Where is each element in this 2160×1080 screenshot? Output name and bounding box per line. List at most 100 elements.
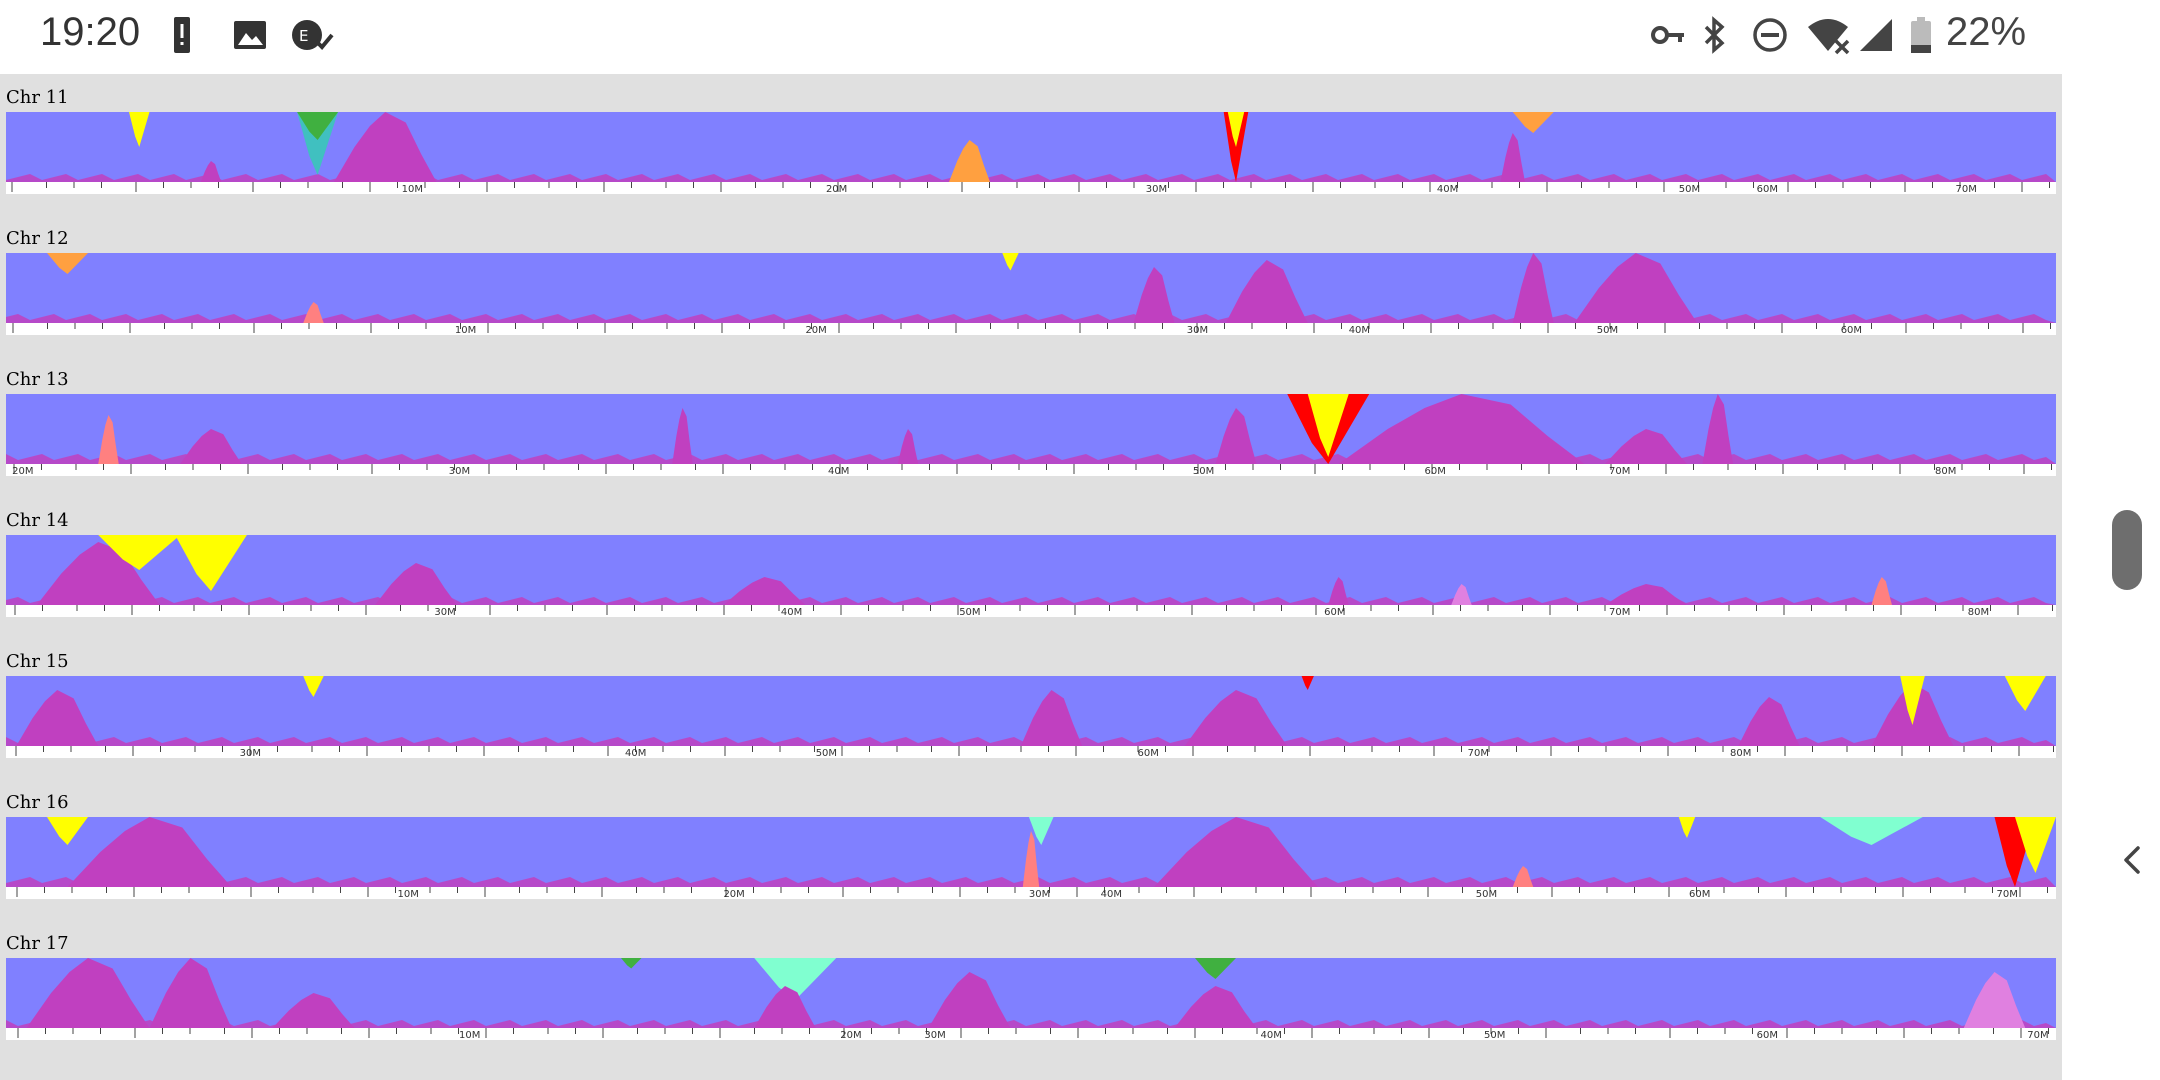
ancestry-segment <box>1195 958 1236 979</box>
axis-tick-label: 20M <box>840 1030 861 1041</box>
chromosome-track[interactable]: 10M 20M 30M 40M 50M 60M <box>6 253 2056 337</box>
axis-tick-label: 40M <box>828 466 849 477</box>
axis-tick-label: 70M <box>2027 1030 2048 1041</box>
axis-tick-label: 20M <box>723 889 744 900</box>
ancestry-segment <box>1215 408 1257 464</box>
ancestry-segment <box>47 253 88 274</box>
ancestry-segment <box>1307 394 1349 457</box>
right-gutter <box>2062 70 2160 1080</box>
axis-tick-label: 10M <box>402 184 423 195</box>
chromosome-track[interactable]: 10M 20M 30M 40M 50M 60M 70M <box>6 958 2056 1042</box>
axis-tick-label: 50M <box>1484 1030 1505 1041</box>
cell-signal-icon <box>1860 19 1892 51</box>
ancestry-segment <box>672 408 693 464</box>
ancestry-segment <box>98 535 181 570</box>
ancestry-segment <box>1702 394 1734 464</box>
chromosome-track[interactable]: 10M 20M 30M 40M 50M 60M 70M <box>6 112 2056 196</box>
vpn-check-icon: E <box>292 20 334 50</box>
ancestry-segment <box>1678 817 1696 838</box>
ancestry-segment <box>1871 577 1892 605</box>
axis-tick-label: 60M <box>1757 1030 1778 1041</box>
axis-tick-label: 60M <box>1757 184 1778 195</box>
axis-tick-label: 30M <box>449 466 470 477</box>
ancestry-segment <box>1738 697 1800 746</box>
ancestry-segment <box>303 676 324 697</box>
axis-tick-label: 70M <box>1997 889 2018 900</box>
axis-tick-label: 50M <box>959 607 980 618</box>
axis-tick-label: 20M <box>805 325 826 336</box>
chromosome-track[interactable]: 10M 20M 30M 40M 50M 60M 70M <box>6 817 2056 901</box>
ancestry-segment <box>2004 676 2046 711</box>
chromosome-label: Chr 11 <box>6 87 69 108</box>
chromosome-axis <box>6 323 2056 335</box>
ancestry-segment <box>36 542 160 605</box>
ancestry-segment <box>1820 817 1923 845</box>
axis-tick-label: 50M <box>816 748 837 759</box>
axis-tick-label: 60M <box>1138 748 1159 759</box>
axis-tick-label: 30M <box>1187 325 1208 336</box>
ancestry-segment <box>200 161 222 182</box>
chromosome-label: Chr 14 <box>6 510 69 531</box>
ancestry-segment <box>928 972 1011 1028</box>
axis-tick-label: 80M <box>1935 466 1956 477</box>
axis-tick-label: 40M <box>781 607 802 618</box>
axis-tick-label: 20M <box>826 184 847 195</box>
ancestry-segment <box>26 958 150 1028</box>
ancestry-segment <box>1174 986 1257 1028</box>
battery-icon <box>1911 17 1931 53</box>
svg-text:E: E <box>299 27 308 45</box>
scrollbar-thumb[interactable] <box>2112 510 2142 590</box>
axis-tick-label: 70M <box>1956 184 1977 195</box>
axis-tick-label: 30M <box>924 1030 945 1041</box>
axis-tick-label: 40M <box>1349 325 1370 336</box>
axis-tick-label: 50M <box>1597 325 1618 336</box>
ancestry-segment <box>1133 267 1175 323</box>
ancestry-segment <box>180 429 242 464</box>
axis-tick-label: 30M <box>434 607 455 618</box>
key-icon <box>1651 26 1684 44</box>
bluetooth-icon <box>1704 16 1725 54</box>
chromosome-track[interactable]: 20M 30M 40M 50M 60M 70M 80M <box>6 394 2056 478</box>
axis-tick-label: 50M <box>1679 184 1700 195</box>
chromosome-painting-view[interactable]: 10M20M30M42M50M60M Chr 1110M20M30M40M50M… <box>0 0 2062 1080</box>
axis-tick-label: 70M <box>1609 607 1630 618</box>
ancestry-segment <box>129 112 150 147</box>
ancestry-segment <box>1328 577 1349 605</box>
ancestry-segment <box>723 577 806 605</box>
ancestry-segment <box>1500 133 1526 182</box>
wifi-off-icon <box>1808 19 1850 55</box>
axis-tick-label: 40M <box>1437 184 1458 195</box>
ancestry-baseline-noise <box>6 737 2056 746</box>
chromosome-label: Chr 16 <box>6 792 69 813</box>
chromosome-axis <box>6 605 2056 617</box>
chromosome-label: Chr 13 <box>6 369 69 390</box>
chromosome-axis <box>6 182 2056 194</box>
ancestry-segment <box>1022 831 1040 887</box>
axis-tick-label: 40M <box>1101 889 1122 900</box>
chromosome-axis <box>6 464 2056 476</box>
chromosome-track[interactable]: 30M 40M 50M 60M 70M 80M <box>6 676 2056 760</box>
axis-tick-label: 80M <box>1968 607 1989 618</box>
ancestry-segment <box>1338 394 1585 464</box>
ancestry-segment <box>897 429 919 464</box>
ancestry-segment <box>1227 112 1245 147</box>
ancestry-baseline-noise <box>6 174 2056 182</box>
chromosome-track[interactable]: 30M 40M 50M 60M 70M 80M <box>6 535 2056 619</box>
axis-tick-label: 40M <box>625 748 646 759</box>
ancestry-segment <box>1512 112 1554 133</box>
ancestry-segment <box>1512 866 1534 887</box>
ancestry-segment <box>1184 690 1288 746</box>
chromosome-axis <box>6 1028 2056 1040</box>
ancestry-segment <box>1512 253 1554 323</box>
chevron-left-icon[interactable] <box>2112 840 2152 880</box>
ancestry-segment <box>1002 253 1019 271</box>
ancestry-base-band <box>6 253 2056 323</box>
axis-tick-label: 60M <box>1689 889 1710 900</box>
axis-tick-label: 60M <box>1425 466 1446 477</box>
axis-tick-label: 60M <box>1841 325 1862 336</box>
ancestry-segment <box>297 112 339 140</box>
ancestry-baseline-noise <box>6 597 2056 605</box>
axis-tick-label: 30M <box>1146 184 1167 195</box>
battery-percentage: 22% <box>1946 10 2027 54</box>
ancestry-segment <box>1963 972 2026 1028</box>
